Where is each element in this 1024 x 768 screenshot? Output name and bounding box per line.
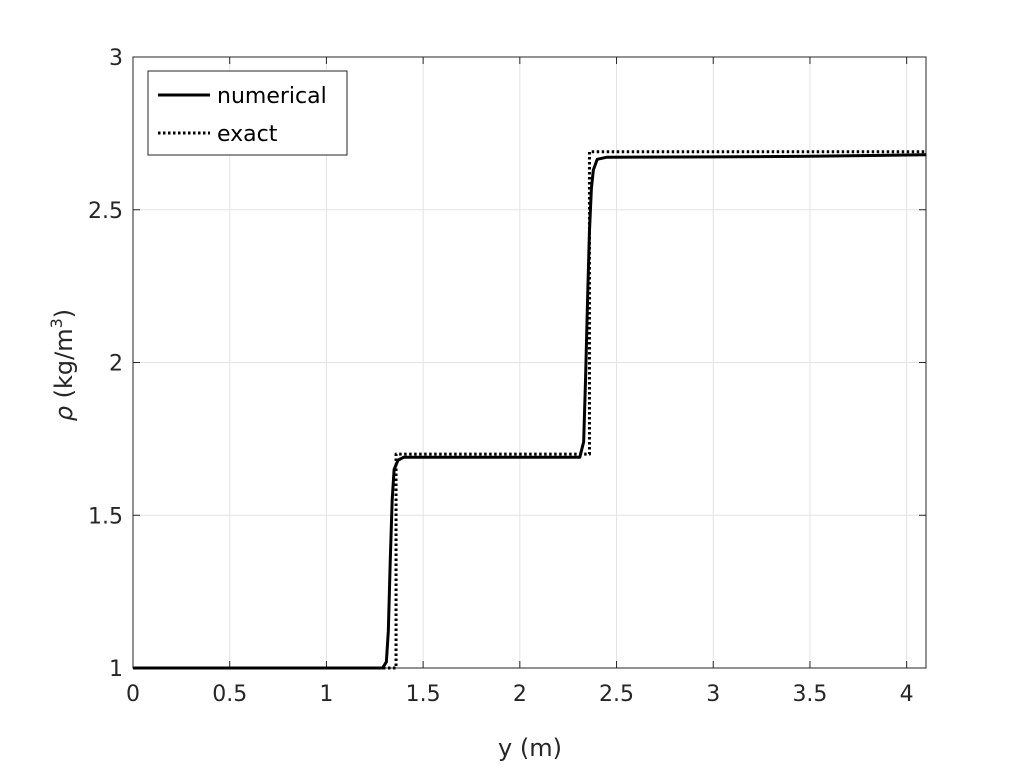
- tick-marks: [132, 56, 926, 669]
- x-tick-label: 0.5: [212, 682, 247, 707]
- series-line-numerical: [133, 153, 927, 670]
- series-layer: [133, 150, 927, 670]
- legend-label-exact: exact: [217, 122, 278, 147]
- y-axis-unit-close: ): [50, 309, 78, 318]
- x-axis-label: y (m): [498, 734, 562, 762]
- x-tick-label: 4: [900, 682, 914, 707]
- x-tick-labels: 0 0.5 1 1.5 2 2.5 3 3.5 4: [126, 682, 914, 707]
- y-tick-label: 1.5: [88, 504, 123, 529]
- x-tick-label: 3.5: [792, 682, 827, 707]
- y-tick-labels: 1 1.5 2 2.5 3: [88, 46, 123, 682]
- y-axis-unit-open: (kg/m: [50, 328, 78, 406]
- x-tick-label: 1: [319, 682, 333, 707]
- x-tick-label: 0: [126, 682, 140, 707]
- y-axis-label: ρ (kg/m3): [47, 309, 78, 421]
- x-tick-label: 3: [706, 682, 720, 707]
- x-tick-label: 2.5: [599, 682, 634, 707]
- y-tick-label: 2.5: [88, 199, 123, 224]
- legend-box: [147, 70, 348, 156]
- legend: numerical exact: [147, 70, 348, 156]
- y-tick-label: 3: [109, 46, 123, 71]
- y-tick-label: 1: [109, 657, 123, 682]
- y-axis-symbol: ρ: [50, 406, 78, 421]
- y-tick-label: 2: [109, 352, 123, 377]
- y-axis-unit-superscript: 3: [47, 318, 66, 328]
- x-tick-label: 1.5: [406, 682, 441, 707]
- legend-label-numerical: numerical: [217, 84, 327, 109]
- x-tick-label: 2: [513, 682, 527, 707]
